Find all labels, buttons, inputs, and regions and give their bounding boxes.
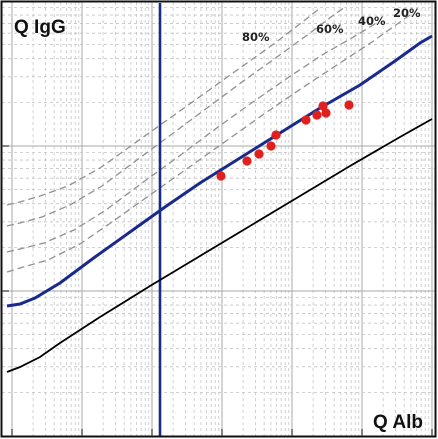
lower-reference-line	[6, 118, 433, 373]
data-point	[301, 115, 311, 125]
isoline-label-60: 60%	[316, 22, 344, 36]
data-point	[254, 149, 264, 159]
intrathecal-fraction-lines	[6, 6, 411, 273]
x-axis-label: Q Alb	[373, 412, 423, 433]
data-point	[242, 156, 252, 166]
data-points	[216, 100, 354, 181]
data-point	[312, 110, 322, 120]
plot-grid	[2, 2, 435, 436]
y-axis-label: Q IgG	[14, 17, 66, 38]
isoline-60-percent	[6, 6, 346, 227]
upper-reference-line	[6, 34, 433, 308]
data-point	[266, 141, 276, 151]
isoline-40-percent	[6, 21, 379, 253]
intrathecal-fraction-labels: 80% 60% 40% 20%	[242, 6, 421, 44]
data-point	[318, 101, 328, 111]
isoline-label-20: 20%	[393, 6, 421, 20]
data-point	[271, 130, 281, 140]
data-point	[321, 108, 331, 118]
data-point	[344, 100, 354, 110]
isoline-80-percent	[6, 7, 321, 206]
isoline-label-80: 80%	[242, 30, 270, 44]
axis-ticks	[2, 145, 433, 436]
data-point	[216, 171, 226, 181]
isoline-20-percent	[6, 14, 411, 273]
isoline-label-40: 40%	[358, 14, 386, 28]
